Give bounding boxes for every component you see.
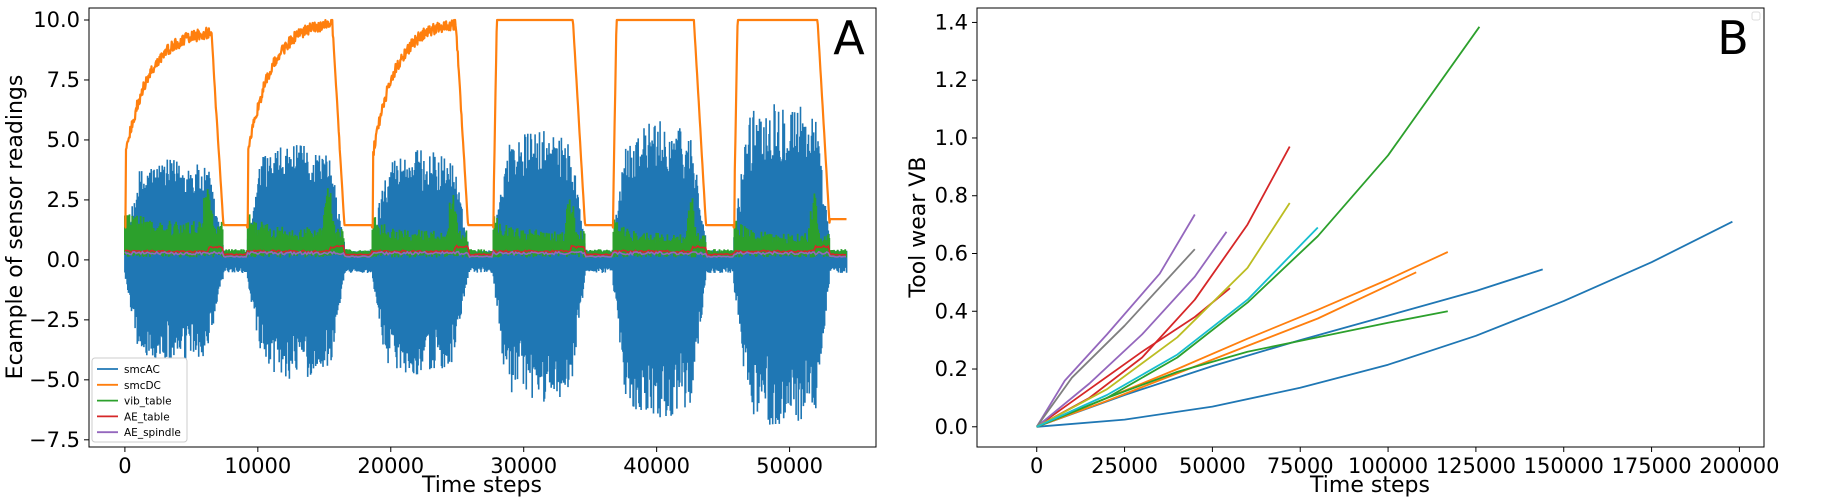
panel-b-x-tick-label: 100000 [1348, 454, 1428, 478]
legend-label-smcDC: smcDC [124, 380, 161, 392]
panel-a-x-tick-label: 40000 [623, 454, 690, 478]
series-smcDC [124, 18, 848, 229]
panel-a-y-tick-label: −7.5 [29, 428, 80, 452]
panel-a-x-axis-label: Time steps [421, 473, 542, 498]
panel-b-ticks: 0 25000 50000 75000 100000 125000 150000 175000… [935, 10, 1780, 478]
wear-curve-12 [1036, 202, 1291, 428]
panel-b-x-tick-label: 175000 [1611, 454, 1691, 478]
series-AE_table [124, 244, 847, 257]
panel-a-x-tick-label: 20000 [357, 454, 424, 478]
panel-b-letter: B [1717, 11, 1749, 65]
panel-a-plot-area [124, 18, 848, 425]
panel-b-y-tick-label: 0.6 [935, 241, 968, 265]
panel-b-y-tick-label: 0.0 [935, 415, 968, 439]
legend-label-vib_table: vib_table [124, 396, 172, 408]
legend-box [91, 357, 188, 443]
wear-curve-6 [1036, 26, 1481, 428]
panel-b-empty-legend [1751, 11, 1761, 21]
panel-b-x-tick-label: 125000 [1436, 454, 1516, 478]
panel-b-x-tick-label: 50000 [1179, 454, 1246, 478]
panel-a-x-tick-label: 0 [118, 454, 131, 478]
panel-a-x-tick-label: 50000 [756, 454, 823, 478]
panel-b-x-tick-label: 200000 [1699, 454, 1779, 478]
wear-curve-11 [1035, 248, 1196, 428]
panel-b-y-tick-label: 1.4 [935, 10, 968, 34]
panel-b-y-axis-label: Tool wear VB [906, 157, 931, 299]
panel-a-letter: A [833, 11, 865, 65]
series-smcAC [124, 104, 848, 425]
panel-b-x-tick-label: 25000 [1091, 454, 1158, 478]
panel-b-x-tick-label: 0 [1030, 454, 1043, 478]
panel-a-y-tick-label: 0.0 [47, 248, 80, 272]
panel-a-y-axis-label: Ecample of sensor readings [3, 75, 28, 380]
legend-label-AE_table: AE_table [124, 411, 170, 423]
wear-curve-10 [1036, 231, 1228, 428]
panel-a-axes-frame [88, 7, 877, 448]
panel-a-y-tick-label: 5.0 [47, 128, 80, 152]
panel-a-ticks: 0 10000 20000 30000 40000 50000 −7.5 −5.0 −2.5 0.… [29, 8, 823, 478]
wear-curve-9 [1035, 214, 1196, 428]
panel-b-x-tick-label: 75000 [1267, 454, 1334, 478]
panel-b-chart: 0 25000 50000 75000 100000 125000 150000 175000… [906, 7, 1780, 498]
wear-curve-5 [1036, 310, 1448, 428]
panel-a-legend: smcAC smcDC vib_table AE_table AE_spindle [91, 357, 188, 443]
wear-curve-8 [1036, 146, 1291, 428]
legend-label-smcAC: smcAC [124, 364, 160, 376]
panel-a-y-tick-label: 10.0 [33, 8, 80, 32]
panel-a-x-tick-label: 30000 [490, 454, 557, 478]
wear-curve-2 [1036, 268, 1543, 428]
wear-curve-1 [1036, 220, 1733, 428]
panel-b-y-tick-label: 1.2 [935, 68, 968, 92]
panel-b-plot-area [1035, 26, 1733, 428]
series-AE_spindle [124, 250, 847, 259]
panel-a-y-tick-label: −2.5 [29, 308, 80, 332]
wear-curve-13 [1036, 226, 1319, 428]
wear-curve-4 [1036, 271, 1417, 428]
panel-a-y-tick-label: 2.5 [47, 188, 80, 212]
panel-b-axes-frame [976, 7, 1765, 448]
wear-curve-7 [1036, 287, 1231, 428]
panel-b-y-tick-label: 0.4 [935, 299, 968, 323]
legend-label-AE_spindle: AE_spindle [124, 427, 181, 439]
panel-b-x-axis-label: Time steps [1309, 473, 1430, 498]
panel-b-y-tick-label: 1.0 [935, 126, 968, 150]
panel-a-y-tick-label: −5.0 [29, 368, 80, 392]
panel-a-y-tick-label: 7.5 [47, 68, 80, 92]
panel-a-chart: 0 10000 20000 30000 40000 50000 −7.5 −5.0 −2.5 0.… [3, 7, 877, 498]
panel-b-x-tick-label: 150000 [1524, 454, 1604, 478]
panel-b-y-tick-label: 0.2 [935, 357, 968, 381]
panel-a-x-tick-label: 10000 [224, 454, 291, 478]
panel-b-y-tick-label: 0.8 [935, 184, 968, 208]
